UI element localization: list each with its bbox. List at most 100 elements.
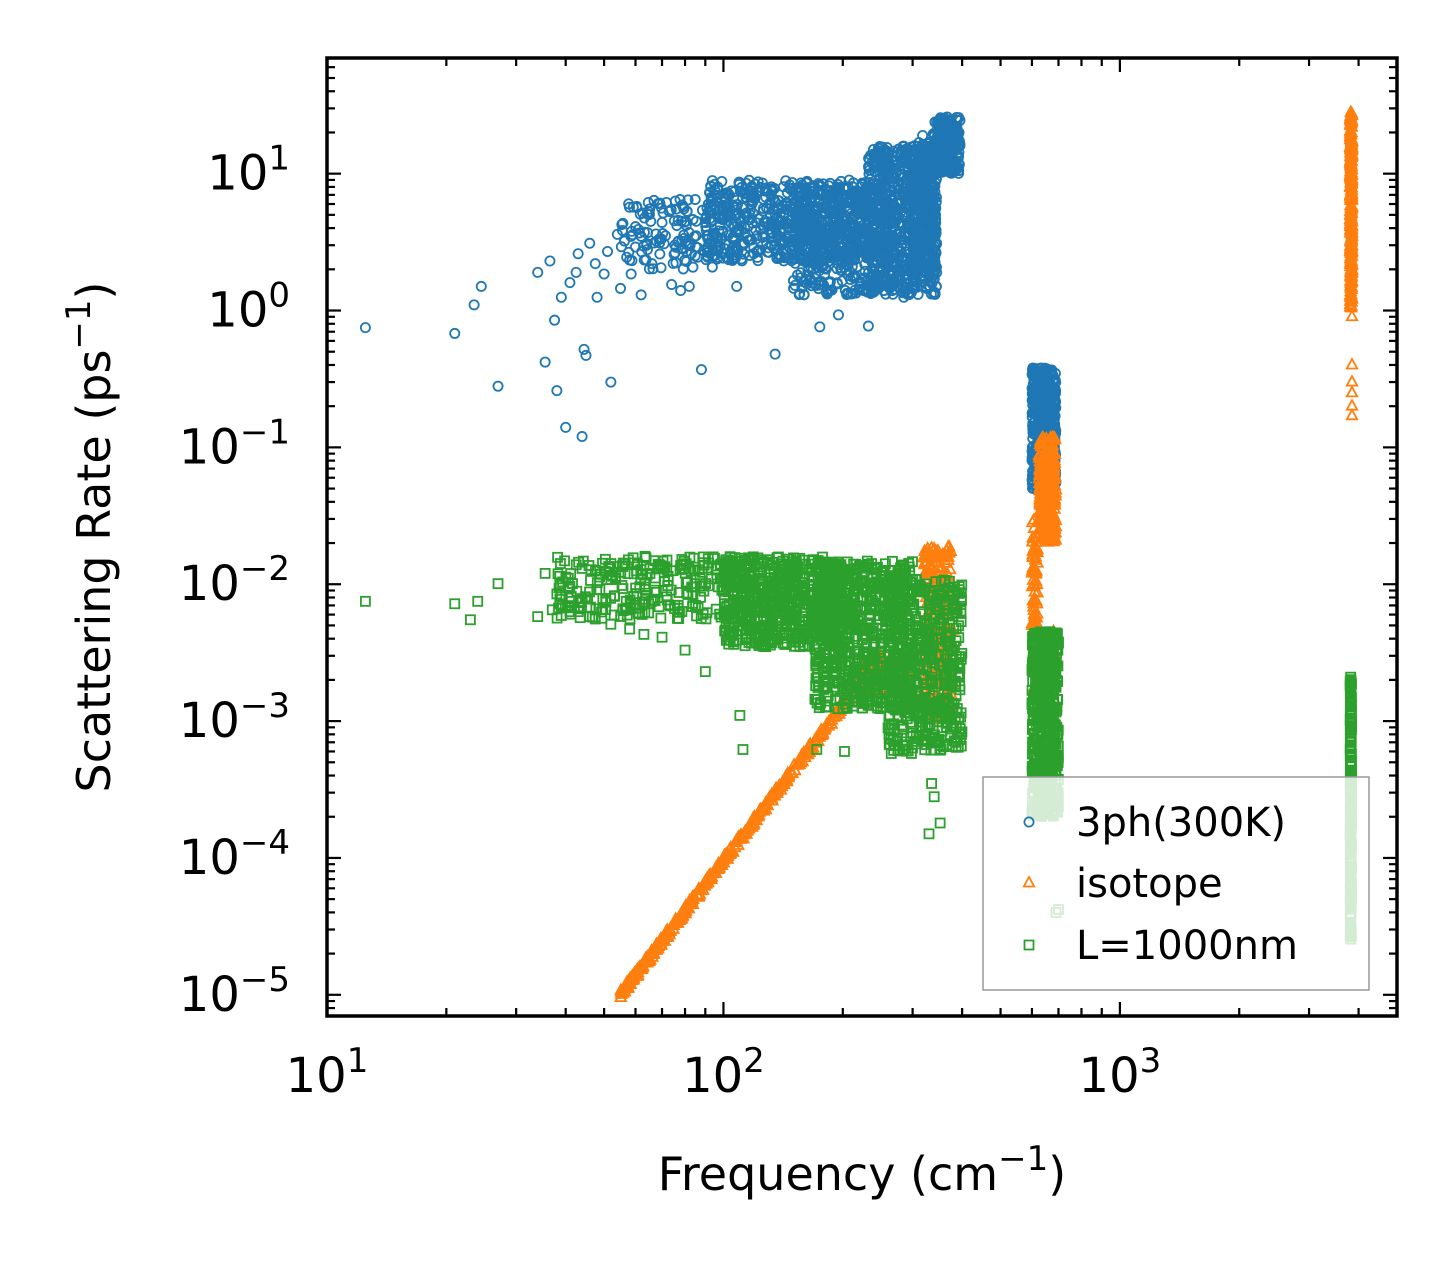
data-point-circle: [825, 185, 837, 197]
data-point-circle: [766, 183, 778, 195]
data-point-circle: [549, 314, 561, 326]
data-point-circle: [580, 349, 592, 361]
data-point-circle: [795, 267, 807, 279]
data-point-circle: [539, 356, 551, 368]
data-point-circle: [672, 235, 684, 247]
data-point-circle: [725, 218, 737, 230]
data-point-circle: [722, 252, 734, 264]
data-point-circle: [759, 230, 771, 242]
data-point-circle: [640, 254, 652, 266]
data-point-circle: [635, 289, 647, 301]
data-point-circle: [771, 202, 783, 214]
data-point-circle: [631, 200, 643, 212]
data-point-circle: [570, 266, 582, 278]
plot-area: [325, 56, 1399, 1018]
data-point-circle: [675, 285, 687, 297]
data-point-circle: [637, 207, 649, 219]
data-point-circle: [802, 264, 814, 276]
data-point-circle: [789, 257, 801, 269]
data-point-circle: [794, 288, 806, 300]
data-point-circle: [721, 198, 733, 210]
data-point-circle: [688, 231, 700, 243]
data-point-circle: [615, 282, 627, 294]
data-point-circle: [821, 195, 833, 207]
data-point-circle: [714, 219, 726, 231]
data-point-circle: [669, 195, 681, 207]
data-point-circle: [551, 385, 563, 397]
data-point-circle: [677, 201, 689, 213]
data-point-circle: [736, 202, 748, 214]
data-point-circle: [826, 284, 838, 296]
data-point-circle: [757, 193, 769, 205]
data-point-circle: [792, 182, 804, 194]
data-point-circle: [753, 244, 765, 256]
data-point-circle: [475, 280, 487, 292]
data-point-circle: [789, 203, 801, 215]
data-point-circle: [820, 263, 832, 275]
data-point-circle: [654, 237, 666, 249]
data-point-circle: [812, 251, 824, 263]
data-point-circle: [591, 291, 603, 303]
data-point-circle: [643, 263, 655, 275]
data-point-circle: [838, 222, 850, 234]
data-point-circle: [730, 204, 742, 216]
data-point-circle: [616, 218, 628, 230]
data-point-circle: [787, 182, 799, 194]
data-point-circle: [769, 348, 781, 360]
data-point-circle: [728, 221, 740, 233]
data-point-circle: [849, 284, 861, 296]
data-point-circle: [821, 286, 833, 298]
data-point-circle: [849, 210, 861, 222]
data-point-circle: [769, 209, 781, 221]
data-point-circle: [763, 246, 775, 258]
data-point-circle: [627, 229, 639, 241]
data-point-circle: [719, 238, 731, 250]
data-point-circle: [719, 187, 731, 199]
data-point-circle: [816, 216, 828, 228]
data-point-circle: [802, 219, 814, 231]
data-point-circle: [759, 216, 771, 228]
data-point-circle: [544, 255, 556, 267]
data-point-circle: [671, 219, 683, 231]
data-point-circle: [725, 185, 737, 197]
data-point-circle: [702, 230, 714, 242]
data-point-circle: [811, 233, 823, 245]
data-point-circle: [769, 239, 781, 251]
data-point-circle: [803, 203, 815, 215]
data-point-circle: [830, 251, 842, 263]
data-point-circle: [767, 232, 779, 244]
data-point-circle: [695, 364, 707, 376]
data-point-circle: [796, 254, 808, 266]
data-point-circle: [623, 201, 635, 213]
data-point-circle: [844, 266, 856, 278]
data-point-circle: [794, 185, 806, 197]
data-point-circle: [742, 234, 754, 246]
data-point-circle: [670, 241, 682, 253]
data-point-circle: [751, 251, 763, 263]
data-point-circle: [831, 203, 843, 215]
data-point-circle: [856, 223, 868, 235]
data-point-circle: [862, 320, 874, 332]
data-point-circle: [702, 241, 714, 253]
data-point-circle: [713, 225, 725, 237]
data-point-circle: [814, 321, 826, 333]
data-point-circle: [615, 241, 627, 253]
data-point-circle: [813, 188, 825, 200]
data-point-circle: [712, 181, 724, 193]
data-point-circle: [848, 200, 860, 212]
data-point-circle: [832, 309, 844, 321]
data-point-circle: [728, 245, 740, 257]
data-point-circle: [638, 240, 650, 252]
data-point-circle: [706, 250, 718, 262]
data-point-circle: [746, 185, 758, 197]
data-point-circle: [800, 183, 812, 195]
data-point-circle: [602, 245, 614, 257]
data-point-circle: [702, 251, 714, 263]
data-point-circle: [643, 208, 655, 220]
data-point-circle: [719, 194, 731, 206]
data-point-circle: [679, 254, 691, 266]
data-point-circle: [780, 175, 792, 187]
data-point-circle: [657, 207, 669, 219]
data-point-circle: [847, 272, 859, 284]
